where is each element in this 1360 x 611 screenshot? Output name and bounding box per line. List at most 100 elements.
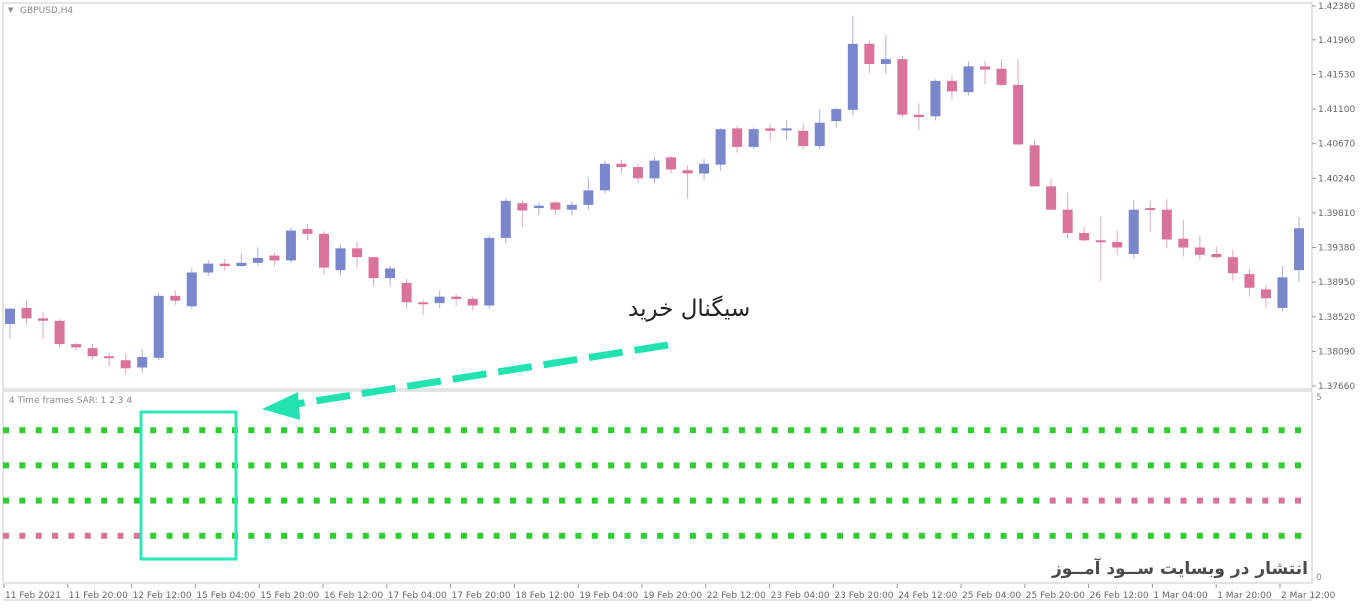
price-tick-label: 1.42380 <box>1318 2 1355 12</box>
candle <box>996 59 1007 87</box>
sar-dot <box>509 462 516 469</box>
candle-body <box>583 190 594 205</box>
candle-body <box>104 356 115 359</box>
sar-dot <box>346 462 353 469</box>
sar-dot <box>951 427 958 434</box>
sar-dot <box>1278 427 1285 434</box>
sar-dot <box>755 462 762 469</box>
sar-dot <box>853 497 860 504</box>
time-tick-label: 11 Feb 20:00 <box>69 591 128 601</box>
candle <box>781 120 792 141</box>
sar-dot <box>820 532 827 539</box>
candle-body <box>1095 240 1106 243</box>
sar-dot <box>428 462 435 469</box>
candle <box>980 60 991 85</box>
sar-dot <box>559 462 566 469</box>
candle-body <box>1046 186 1057 210</box>
sar-dot <box>133 532 140 539</box>
sar-dot <box>19 427 26 434</box>
sar-dot <box>902 427 909 434</box>
sar-dot <box>182 532 189 539</box>
sar-dot <box>967 532 974 539</box>
sar-dot <box>264 532 271 539</box>
sar-dot <box>52 532 59 539</box>
candle-body <box>1178 238 1189 248</box>
sar-dot <box>706 462 713 469</box>
sar-dot <box>788 532 795 539</box>
time-tick-label: 26 Feb 12:00 <box>1090 591 1149 601</box>
candle <box>302 224 313 241</box>
sar-dot <box>935 532 942 539</box>
candle <box>1145 200 1156 232</box>
sar-dot <box>1000 427 1007 434</box>
sar-dot <box>1033 497 1040 504</box>
sar-dot <box>967 497 974 504</box>
sar-dot <box>117 462 124 469</box>
sar-dot <box>755 532 762 539</box>
sar-dot <box>1278 532 1285 539</box>
sar-dot <box>1082 532 1089 539</box>
indicator-axis-min-label: 0 <box>1316 573 1322 583</box>
sar-dot <box>1229 462 1236 469</box>
candle <box>153 292 164 361</box>
sar-dot <box>1033 427 1040 434</box>
sar-dot <box>1082 497 1089 504</box>
sar-dot <box>640 532 647 539</box>
candle <box>566 201 577 216</box>
sar-dot <box>608 462 615 469</box>
candle <box>847 15 858 116</box>
sar-dot <box>1147 427 1154 434</box>
sar-dot <box>1000 497 1007 504</box>
sar-dot <box>771 497 778 504</box>
sar-dot <box>869 532 876 539</box>
candle-body <box>980 66 991 70</box>
sar-row-4 <box>3 532 1301 539</box>
candle <box>385 266 396 287</box>
candle-body <box>946 80 957 92</box>
sar-dot <box>984 462 991 469</box>
candle-body <box>699 163 710 174</box>
sar-dot <box>215 532 222 539</box>
sar-dot <box>281 427 288 434</box>
time-tick-label: 17 Feb 04:00 <box>388 591 447 601</box>
time-tick-label: 19 Feb 04:00 <box>579 591 638 601</box>
sar-dot <box>509 532 516 539</box>
sar-dot <box>1016 462 1023 469</box>
sar-dot <box>1245 462 1252 469</box>
sar-dot <box>657 462 664 469</box>
candle-body <box>682 170 693 174</box>
sar-dot <box>346 532 353 539</box>
price-tick-label: 1.40240 <box>1318 174 1355 184</box>
sar-dot <box>1262 462 1269 469</box>
sar-dot <box>1196 427 1203 434</box>
sar-dot <box>771 532 778 539</box>
time-tick-label: 23 Feb 20:00 <box>834 591 893 601</box>
candle <box>732 125 743 153</box>
candle <box>1062 192 1073 239</box>
sar-dot <box>411 497 418 504</box>
candle <box>120 353 131 374</box>
sar-dot <box>542 462 549 469</box>
sar-dot <box>248 462 255 469</box>
sar-dot <box>738 427 745 434</box>
sar-dot <box>297 532 304 539</box>
sar-dot <box>362 532 369 539</box>
sar-dot <box>1098 462 1105 469</box>
sar-dot <box>820 462 827 469</box>
sar-dot <box>493 462 500 469</box>
candle-body <box>781 128 792 131</box>
sar-dot <box>411 532 418 539</box>
sar-dot <box>150 532 157 539</box>
sar-dot <box>1213 427 1220 434</box>
time-tick-label: 22 Feb 12:00 <box>707 591 766 601</box>
candle-body <box>798 130 809 147</box>
time-tick-label: 1 Mar 20:00 <box>1217 591 1272 601</box>
sar-dot <box>379 462 386 469</box>
chart-menu-triangle-icon[interactable]: ▼ <box>8 6 14 14</box>
candle <box>699 158 710 180</box>
candle-body <box>963 66 974 93</box>
candle <box>748 127 759 150</box>
sar-dot <box>738 497 745 504</box>
sar-dot <box>1295 427 1301 434</box>
